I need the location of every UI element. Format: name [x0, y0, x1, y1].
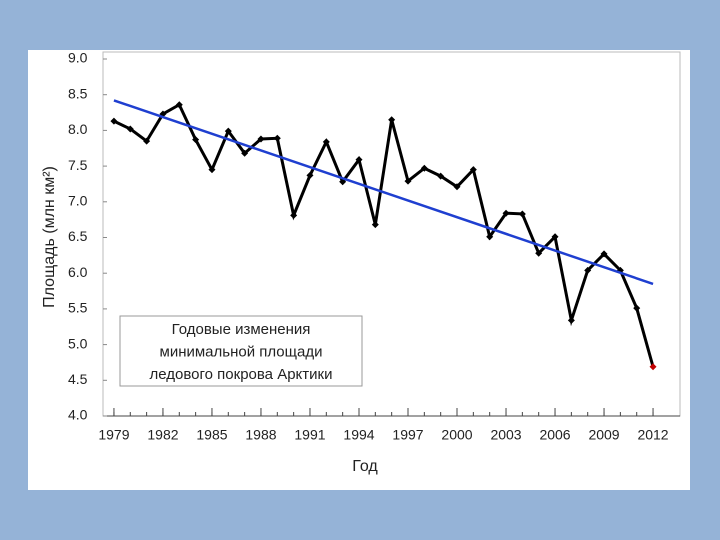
data-point: [208, 166, 216, 174]
data-point: [273, 134, 281, 142]
y-tick-label: 6.5: [68, 228, 88, 244]
x-tick-label: 2000: [441, 427, 472, 443]
data-point: [371, 221, 379, 229]
data-point: [224, 127, 232, 135]
data-point: [257, 135, 265, 143]
data-point: [469, 166, 477, 174]
x-tick-label: 1985: [196, 427, 227, 443]
x-tick-label: 1991: [294, 427, 325, 443]
x-tick-label: 2009: [588, 427, 619, 443]
y-tick-label: 5.5: [68, 300, 88, 316]
data-point: [322, 138, 330, 146]
annotation-text: Годовые изменения: [172, 321, 311, 338]
y-tick-label: 7.5: [68, 157, 88, 173]
data-point: [633, 304, 641, 312]
y-tick-label: 5.0: [68, 335, 88, 351]
x-tick-label: 2006: [539, 427, 570, 443]
data-point: [567, 316, 575, 324]
annotation-text: ледового покрова Арктики: [150, 366, 333, 383]
data-point: [175, 101, 183, 109]
data-point: [486, 233, 494, 241]
data-point: [306, 171, 314, 179]
data-point: [453, 183, 461, 191]
y-tick-label: 8.0: [68, 121, 88, 137]
data-point: [600, 250, 608, 258]
data-point: [518, 210, 526, 218]
data-point: [551, 233, 559, 241]
data-point: [649, 363, 657, 371]
x-tick-label: 2012: [637, 427, 668, 443]
panel: [28, 50, 690, 490]
data-line: [113, 102, 655, 368]
annotation-box: [119, 315, 363, 387]
y-tick-label: 4.5: [68, 371, 88, 387]
data-point: [192, 136, 200, 144]
y-tick-label: 9.0: [68, 50, 88, 66]
data-point: [388, 116, 396, 124]
trend-line: [113, 99, 654, 286]
data-point: [584, 266, 592, 274]
x-tick-label: 1997: [392, 427, 423, 443]
y-tick-label: 8.5: [68, 85, 88, 101]
x-tick-label: 2003: [490, 427, 521, 443]
data-point: [110, 117, 118, 125]
data-point: [143, 137, 151, 145]
data-point: [535, 249, 543, 257]
x-tick-label: 1979: [98, 427, 129, 443]
y-tick-label: 4.0: [68, 407, 88, 423]
data-point: [290, 211, 298, 219]
data-point: [502, 209, 510, 217]
y-axis-label: Площадь (млн км²): [41, 166, 58, 308]
data-point: [420, 164, 428, 172]
data-point: [355, 156, 363, 164]
x-tick-label: 1994: [343, 427, 374, 443]
data-point: [437, 172, 445, 180]
data-point: [404, 177, 412, 185]
y-tick-label: 7.0: [68, 193, 88, 209]
data-point: [241, 149, 249, 157]
x-axis-label: Год: [352, 458, 378, 475]
annotation-text: минимальной площади: [160, 343, 323, 360]
x-tick-label: 1982: [147, 427, 178, 443]
x-tick-label: 1988: [245, 427, 276, 443]
y-tick-label: 6.0: [68, 264, 88, 280]
data-point: [126, 125, 134, 133]
